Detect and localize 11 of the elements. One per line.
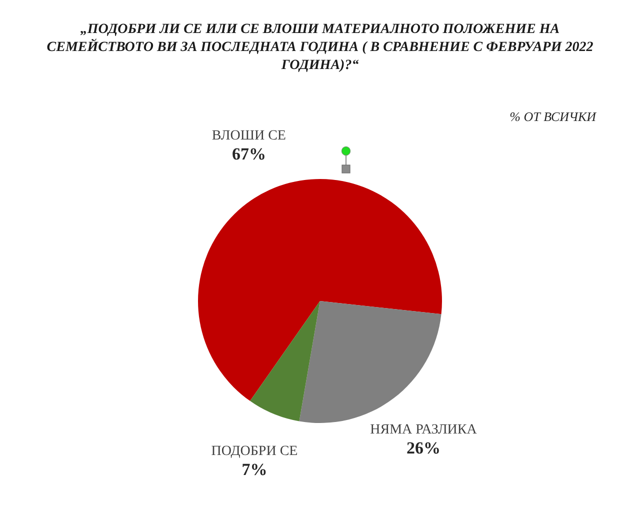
data-label: 67% — [232, 144, 266, 164]
chart-title: „ПОДОБРИ ЛИ СЕ ИЛИ СЕ ВЛОШИ МАТЕРИАЛНОТО ПОЛОЖЕНИЕ НА СЕМЕЙСТВОТО ВИ ЗА ПОСЛЕДНАТА ГОДИНА ( В СРАВНЕНИЕ С ФЕВРУАРИ 2022 ГОДИНА)?“ — [46, 22, 594, 73]
data-label: 26% — [406, 438, 441, 458]
text: % ОТ ВСИЧКИ — [510, 109, 597, 124]
data-label: 7% — [242, 460, 268, 480]
pie-slice — [299, 301, 442, 423]
slice-label: НЯМА РАЗЛИКА — [370, 422, 478, 438]
pie-slice — [198, 179, 442, 401]
pie-slice — [250, 301, 320, 422]
slice-label: ВЛОШИ СЕ — [212, 128, 286, 144]
slice-label: ПОДОБРИ СЕ — [211, 444, 298, 460]
